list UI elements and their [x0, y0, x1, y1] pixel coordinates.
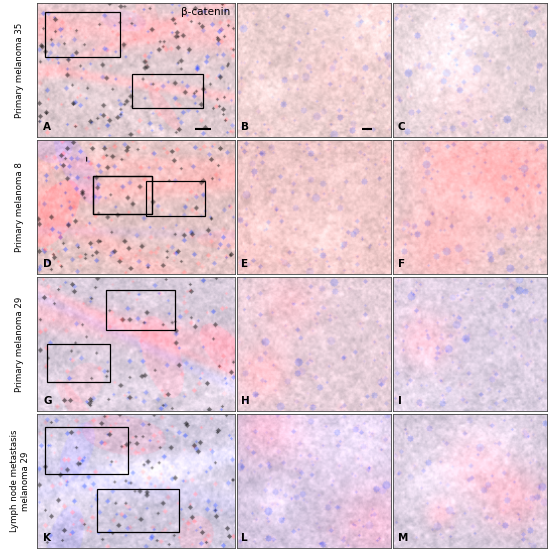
- Text: E: E: [241, 259, 249, 269]
- Bar: [47, 344, 111, 382]
- Bar: [45, 12, 120, 57]
- Bar: [106, 290, 175, 331]
- Text: G: G: [43, 396, 52, 406]
- Text: L: L: [241, 533, 248, 543]
- Bar: [146, 181, 205, 217]
- Text: K: K: [43, 533, 51, 543]
- Text: A: A: [43, 122, 51, 132]
- Text: M: M: [398, 533, 408, 543]
- Bar: [92, 176, 152, 214]
- Text: B: B: [241, 122, 249, 132]
- Text: Primary melanoma 29: Primary melanoma 29: [15, 296, 24, 392]
- Text: Primary melanoma 35: Primary melanoma 35: [15, 23, 24, 118]
- Text: β-catenin: β-catenin: [182, 7, 230, 17]
- Bar: [92, 176, 152, 214]
- Bar: [45, 427, 128, 474]
- Text: Lymph node metastasis
melanoma 29: Lymph node metastasis melanoma 29: [10, 430, 30, 532]
- Text: I: I: [398, 396, 402, 406]
- Text: F: F: [398, 259, 405, 269]
- Text: H: H: [241, 396, 250, 406]
- Text: D: D: [43, 259, 52, 269]
- Text: C: C: [398, 122, 405, 132]
- Bar: [97, 489, 179, 532]
- Bar: [132, 74, 203, 108]
- Text: Primary melanoma 8: Primary melanoma 8: [15, 162, 24, 252]
